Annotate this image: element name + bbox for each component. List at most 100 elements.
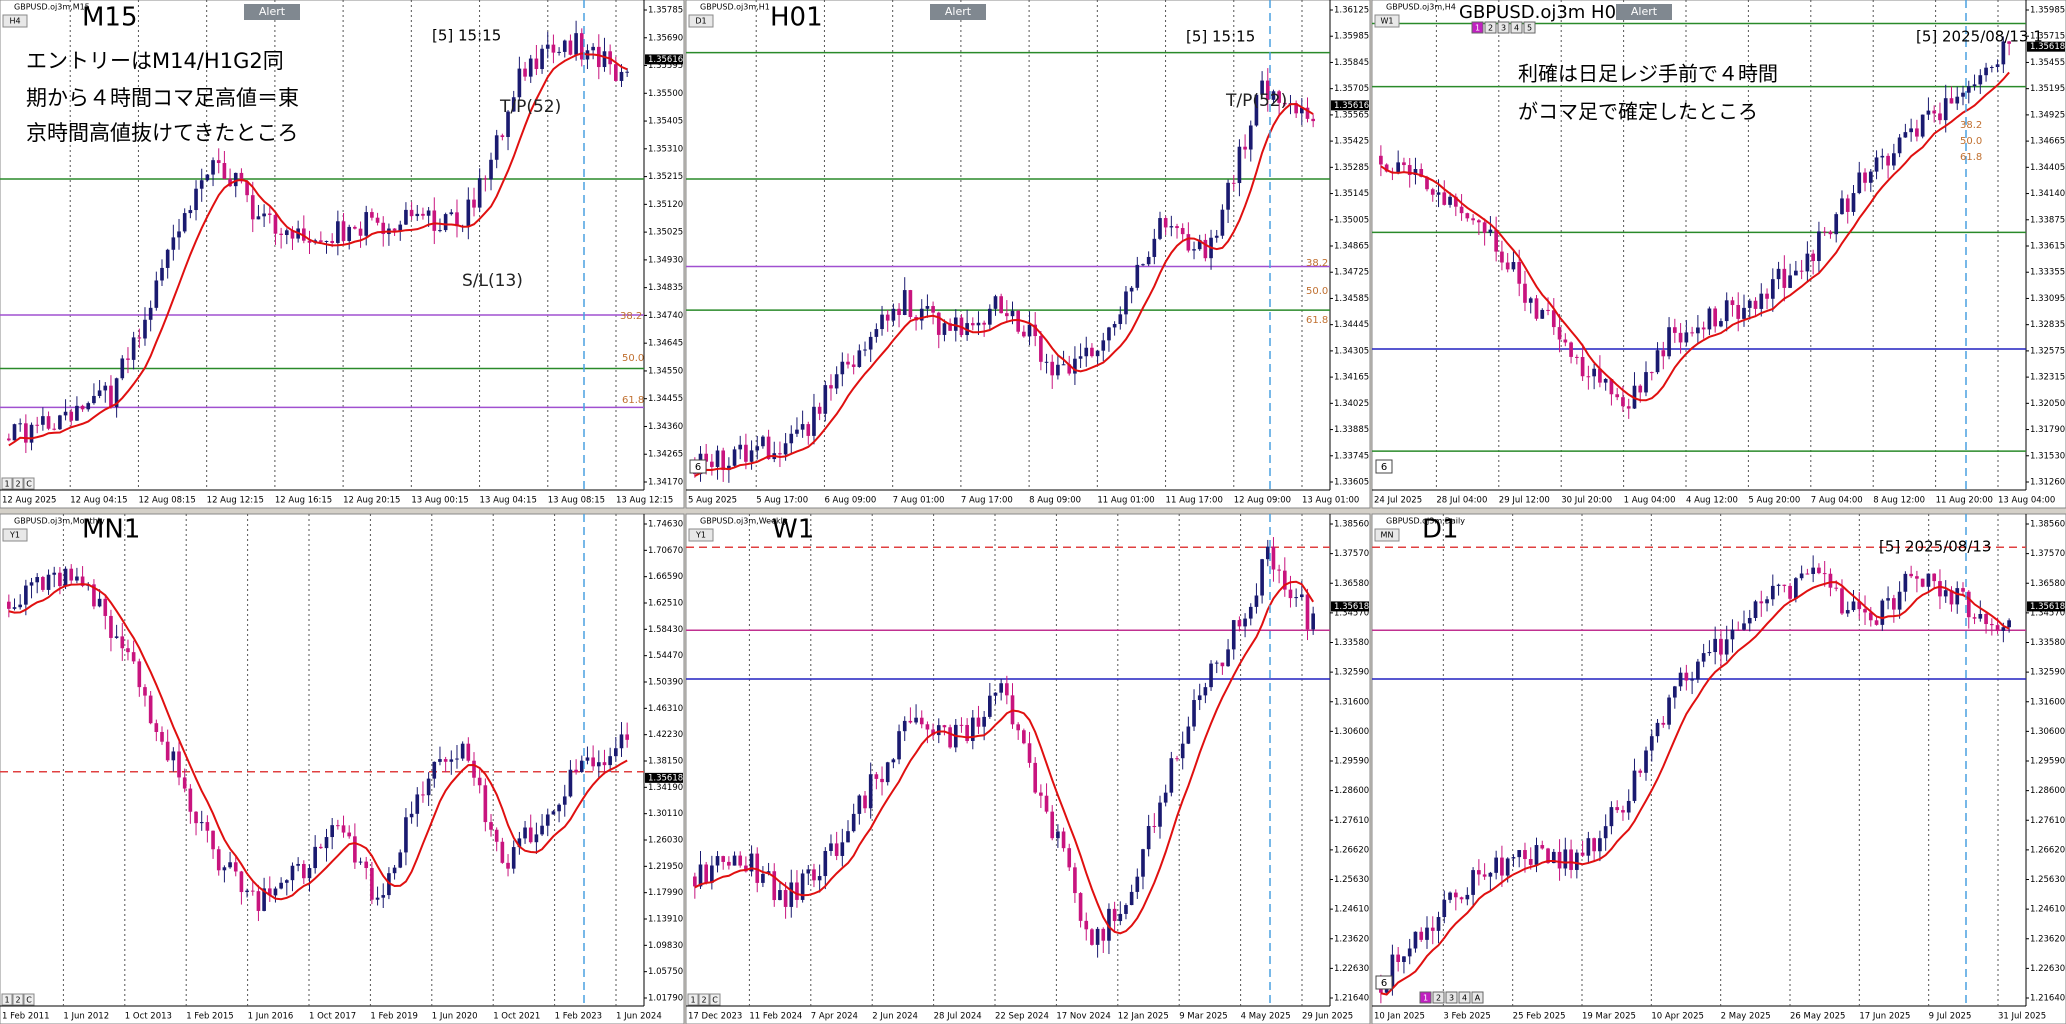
indicator-button-label[interactable]: 3	[1501, 24, 1506, 33]
candle-body	[370, 212, 374, 218]
indicator-button-label[interactable]: 1	[1475, 24, 1480, 33]
bottom-button[interactable]	[23, 993, 35, 1006]
price-label: 1.34570	[1334, 608, 1369, 618]
candle-body	[1413, 169, 1418, 175]
indicator-button-label[interactable]: 2	[1488, 24, 1493, 33]
bottom-button-label[interactable]: 2	[15, 480, 20, 489]
indicator-button[interactable]	[1432, 991, 1445, 1004]
candle-body	[1101, 928, 1106, 941]
candle-body	[426, 778, 431, 796]
candle-body	[1892, 598, 1896, 610]
price-label: 1.33615	[2030, 242, 2065, 252]
candle-body	[868, 774, 873, 809]
indicator-button-label[interactable]: 4	[1514, 24, 1519, 33]
price-label: 1.35425	[1334, 137, 1369, 147]
alert-button[interactable]	[1616, 4, 1672, 20]
period-button[interactable]	[1374, 528, 1400, 542]
period-button[interactable]	[688, 14, 714, 28]
bottom-button[interactable]	[23, 477, 35, 490]
bottom-button-label[interactable]: 2	[701, 996, 706, 1005]
indicator-button[interactable]	[1458, 991, 1471, 1004]
candle-body	[1203, 239, 1208, 259]
bottom-button-label[interactable]: 1	[4, 996, 9, 1005]
indicator-button[interactable]	[1510, 21, 1523, 34]
candle-body	[1039, 792, 1043, 796]
candle-body	[1459, 897, 1464, 900]
candle-body	[1603, 379, 1608, 383]
candle-body	[1311, 118, 1315, 122]
bottom-button-label[interactable]: 1	[4, 480, 9, 489]
alert-button-label[interactable]: Alert	[945, 5, 972, 18]
candle-body	[1546, 848, 1550, 864]
bottom-button[interactable]	[12, 477, 24, 490]
indicator-button-label[interactable]: 2	[1436, 994, 1441, 1003]
bottom-button[interactable]	[687, 993, 699, 1006]
period-button-label[interactable]: Y1	[9, 531, 20, 540]
candle-body	[517, 68, 522, 98]
candle-body	[12, 607, 17, 609]
alert-button[interactable]	[244, 4, 300, 20]
price-label: 1.35690	[648, 33, 683, 43]
indicator-button[interactable]	[1471, 991, 1484, 1004]
indicator-button[interactable]	[1445, 991, 1458, 1004]
alert-button[interactable]	[930, 4, 986, 20]
bottom-button[interactable]	[1, 993, 13, 1006]
bottom-button-label[interactable]: C	[26, 996, 32, 1005]
indicator-button[interactable]	[1523, 21, 1536, 34]
candle-body	[7, 601, 11, 609]
period-button[interactable]	[688, 528, 714, 542]
bottom-button-label[interactable]: C	[26, 480, 32, 489]
indicator-button-label[interactable]: 3	[1449, 994, 1454, 1003]
indicator-button-label[interactable]: 4	[1462, 994, 1467, 1003]
indicator-button-label[interactable]: A	[1475, 994, 1481, 1003]
candle-body	[568, 769, 573, 797]
indicator-button[interactable]	[1497, 21, 1510, 34]
period-button-label[interactable]: Y1	[695, 531, 706, 540]
candle-body	[1684, 332, 1689, 343]
candle-body	[1794, 270, 1798, 276]
date-label: 4 May 2025	[1241, 1012, 1291, 1022]
period-button-label[interactable]: D1	[695, 17, 706, 26]
bottom-button-label[interactable]: 1	[690, 996, 695, 1005]
price-label: 1.29590	[2030, 757, 2065, 767]
indicator-button[interactable]	[1471, 21, 1484, 34]
bottom-button[interactable]	[12, 993, 24, 1006]
candle-body	[1482, 874, 1487, 877]
bottom-button[interactable]	[698, 993, 710, 1006]
indicator-button-label[interactable]: 5	[1527, 24, 1532, 33]
current-price-label: 1.35618	[2030, 42, 2065, 52]
candle-body	[1169, 758, 1174, 793]
bottom-button[interactable]	[1, 477, 13, 490]
candle-body	[1794, 578, 1798, 599]
current-price-box	[2027, 601, 2065, 612]
price-label: 1.33095	[2030, 294, 2065, 304]
candle-body	[999, 296, 1003, 314]
bottom-button-label[interactable]: 2	[15, 996, 20, 1005]
candle-body	[619, 734, 624, 749]
period-button[interactable]	[2, 528, 28, 542]
candle-body	[1788, 585, 1792, 599]
candle-body	[494, 829, 499, 842]
candle-body	[534, 834, 539, 843]
candle-body	[1943, 98, 1948, 121]
indicator-button[interactable]	[1419, 991, 1432, 1004]
alert-button-label[interactable]: Alert	[1631, 5, 1658, 18]
candle-body	[993, 692, 998, 696]
candle-body	[1505, 262, 1510, 270]
bottom-button[interactable]	[709, 993, 721, 1006]
candle-body	[857, 795, 862, 814]
bottom-button-label[interactable]: C	[712, 996, 718, 1005]
price-label: 1.74630	[648, 520, 683, 530]
period-button-label[interactable]: H4	[9, 17, 20, 26]
period-button-label[interactable]: MN	[1381, 531, 1394, 540]
candle-body	[931, 306, 935, 313]
indicator-button[interactable]	[1484, 21, 1497, 34]
candle-body	[942, 323, 947, 335]
alert-button-label[interactable]: Alert	[259, 5, 286, 18]
period-button[interactable]	[2, 14, 28, 28]
candle-body	[216, 849, 221, 871]
indicator-button-label[interactable]: 1	[1423, 994, 1428, 1003]
period-button[interactable]	[1374, 14, 1400, 28]
period-button-label[interactable]: W1	[1381, 17, 1394, 26]
